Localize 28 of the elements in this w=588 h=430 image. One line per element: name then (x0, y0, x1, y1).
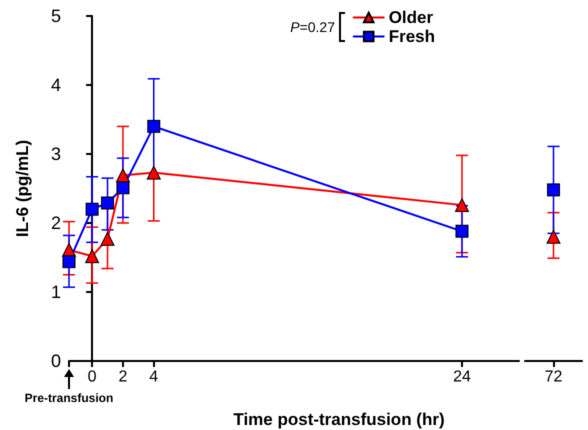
point (101, 196, 114, 210)
legend-label: Fresh (388, 27, 436, 46)
x-tick-label: 2 (118, 368, 128, 386)
annotation: P=0.27 (290, 19, 336, 35)
point (100, 232, 115, 246)
x-tick-label: 72 (544, 368, 562, 386)
y-tick-label: 4 (50, 75, 61, 95)
point (86, 202, 99, 216)
point (147, 120, 160, 133)
text: Pre-transfusion (24, 391, 114, 405)
y-tick-label: 3 (50, 144, 61, 164)
y-axis-title: IL-6 (pg/mL) (13, 140, 32, 238)
point (146, 166, 161, 180)
x-axis-title: Time post-transfusion (hr) (233, 410, 445, 429)
y-tick-label: 5 (50, 6, 61, 26)
point (116, 168, 130, 182)
y-tick-label: 0 (50, 351, 61, 371)
point (116, 181, 130, 194)
y-tick-label: 2 (50, 213, 61, 233)
point (85, 249, 100, 264)
x-tick-label: 24 (453, 368, 471, 386)
point (455, 224, 468, 238)
point (62, 255, 76, 268)
point (454, 198, 469, 212)
legend-label: Older (388, 8, 434, 27)
y-tick-label: 1 (50, 282, 61, 302)
x-tick-label: 0 (88, 368, 97, 386)
x-tick-label: 4 (149, 368, 158, 386)
